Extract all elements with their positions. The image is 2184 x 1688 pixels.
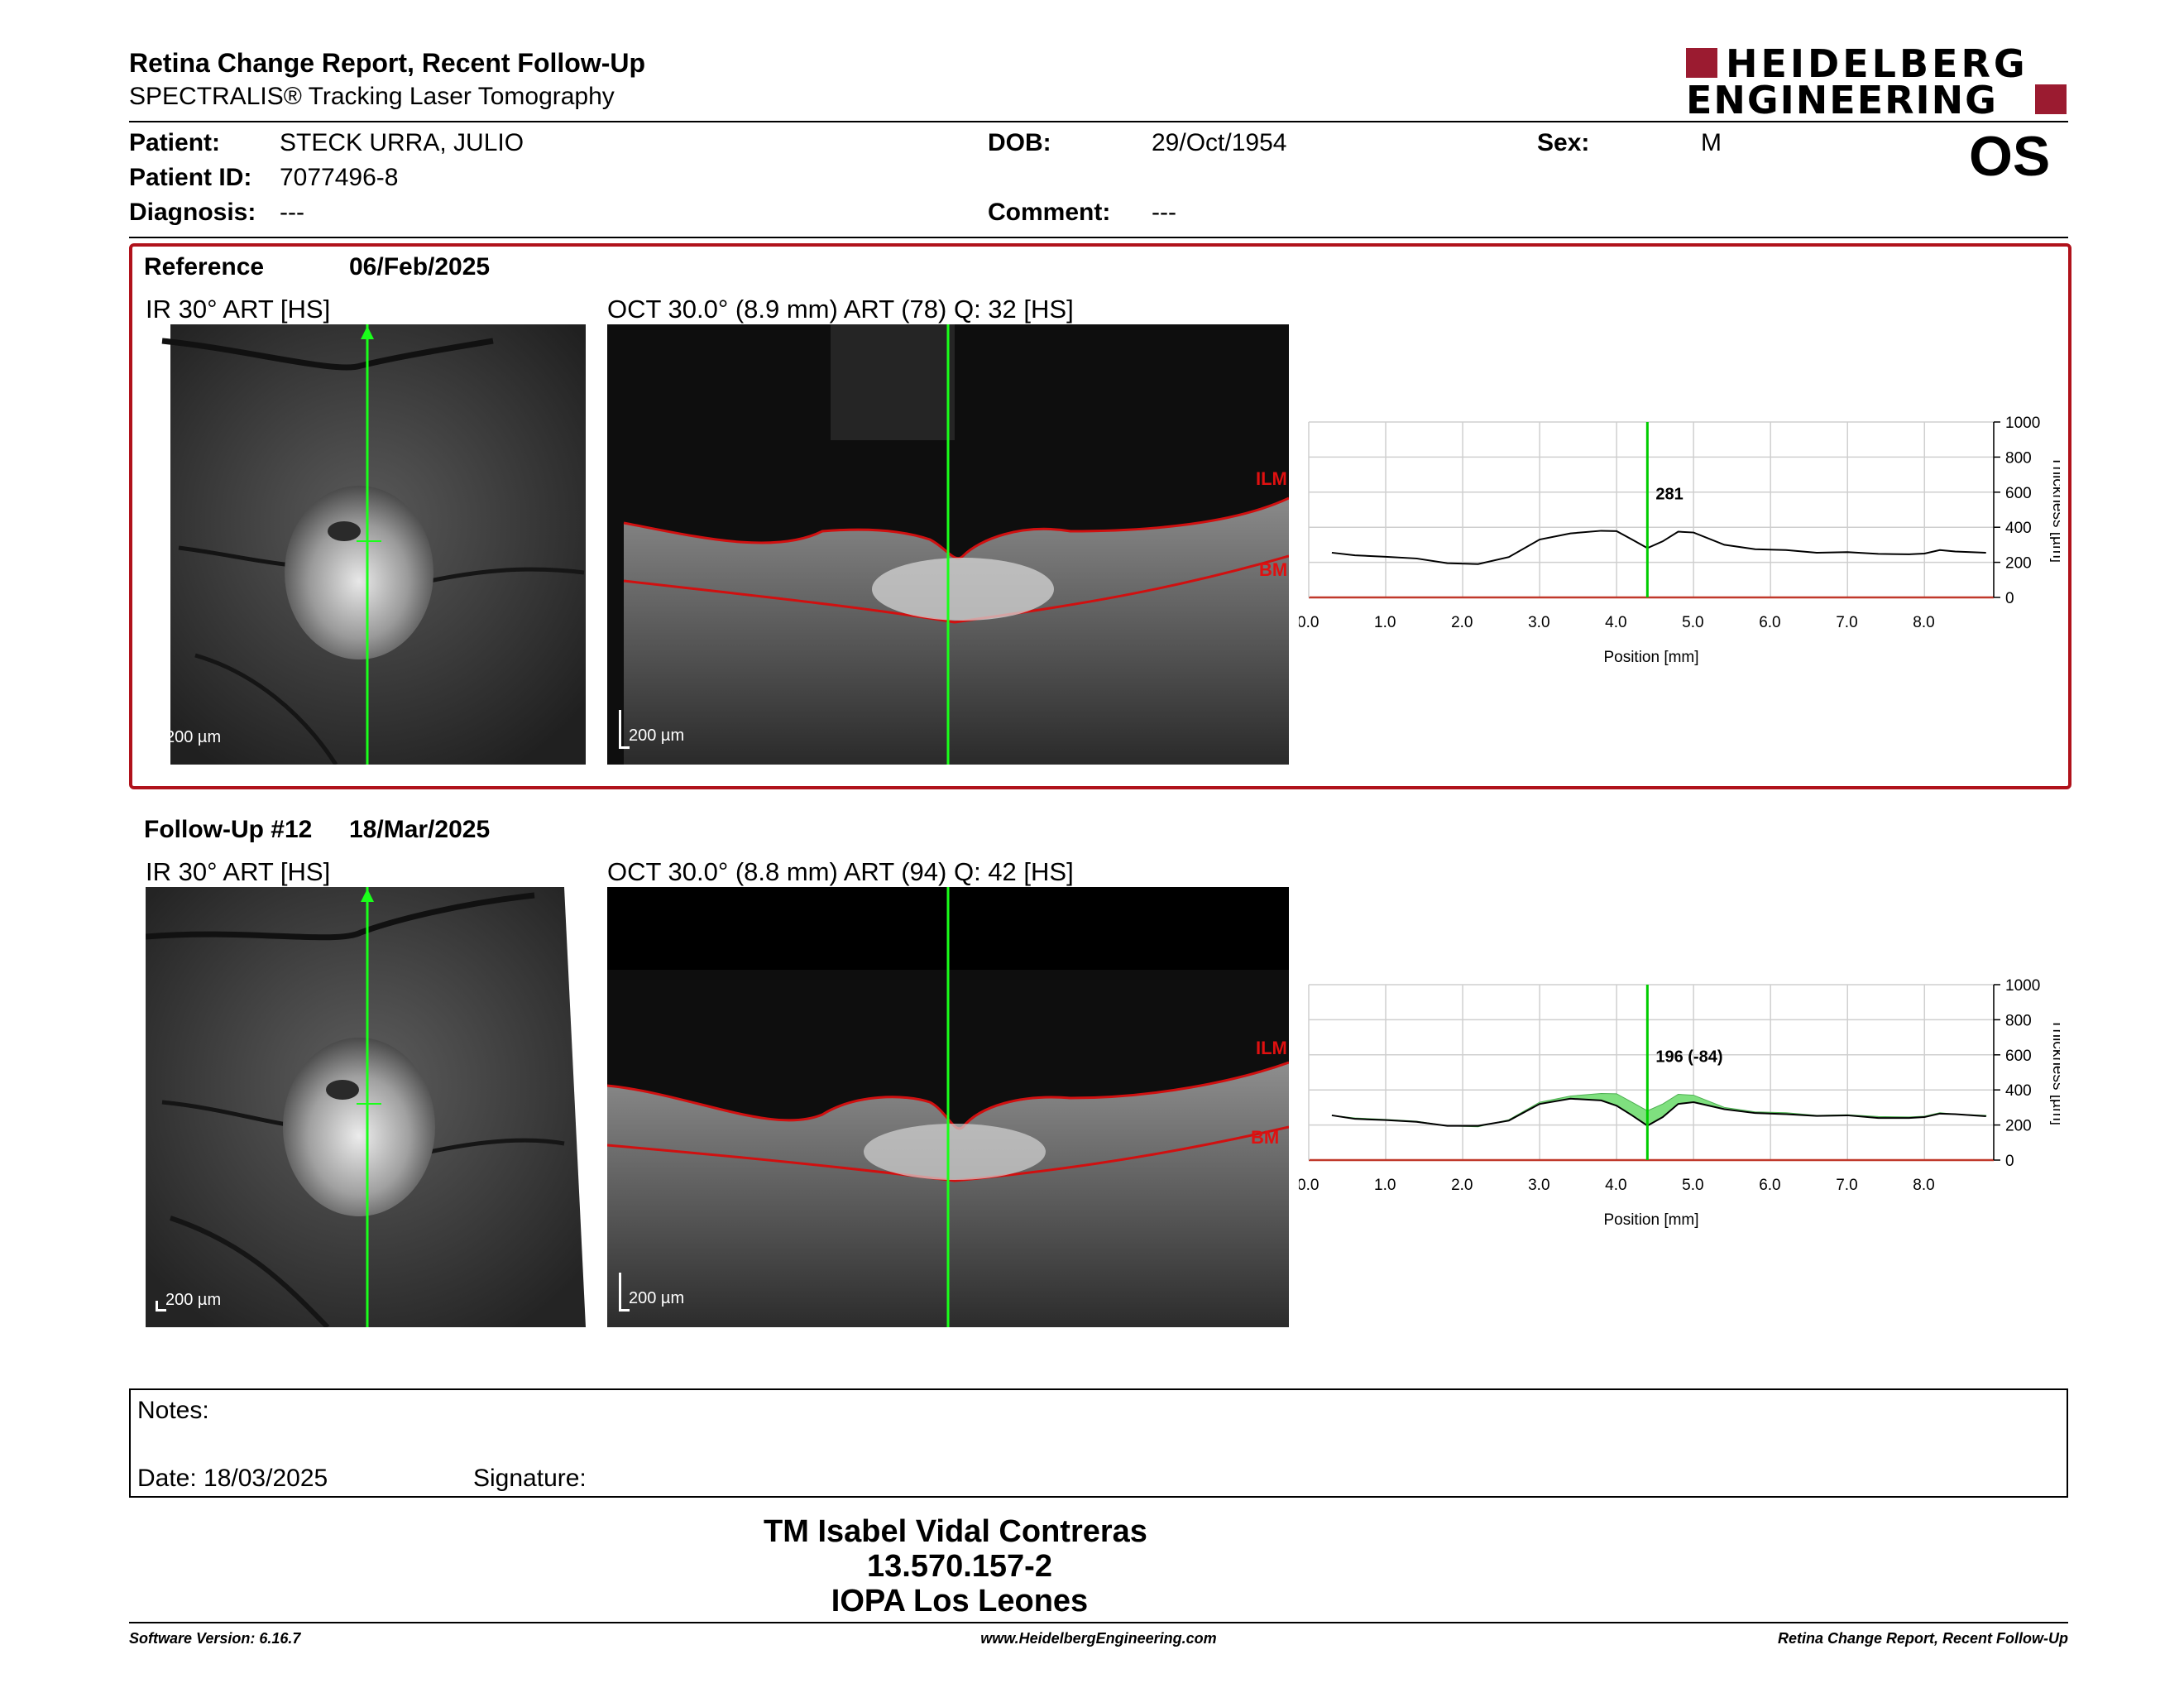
x-tick-label: 5.0 — [1682, 1177, 1703, 1194]
x-tick-label: 4.0 — [1605, 614, 1626, 631]
y-tick-label: 0 — [2005, 1153, 2014, 1170]
x-tick-label: 6.0 — [1759, 614, 1780, 631]
diagnosis-value: --- — [280, 199, 304, 226]
report-title: Retina Change Report, Recent Follow-Up — [129, 48, 646, 78]
cursor-value-label: 196 (-84) — [1655, 1048, 1722, 1066]
followup-ilm-label: ILM — [1256, 1038, 1287, 1058]
signer-institution: IOPA Los Leones — [831, 1584, 1089, 1618]
signer-name: TM Isabel Vidal Contreras — [764, 1514, 1147, 1549]
x-tick-label: 7.0 — [1836, 1177, 1857, 1194]
y-tick-label: 800 — [2005, 449, 2032, 467]
reference-bm-label: BM — [1259, 559, 1288, 580]
reference-panel — [129, 243, 2071, 789]
reference-thickness-chart: 0 200 400 600 800 1000 0.0 1.0 2.0 3.0 4.0 5.0 6.0 7.… — [1299, 415, 2060, 666]
comment-value: --- — [1152, 199, 1176, 226]
fundus-illustration — [146, 324, 586, 765]
followup-date: 18/Mar/2025 — [349, 816, 491, 843]
logo-text-line1: HEIDELBERG — [1726, 41, 2028, 86]
comment-label: Comment: — [988, 199, 1111, 226]
followup-oct-caption: OCT 30.0° (8.8 mm) ART (94) Q: 42 [HS] — [607, 857, 1074, 886]
x-tick-label: 5.0 — [1682, 614, 1703, 631]
reference-label: Reference — [144, 253, 265, 281]
notes-label: Notes: — [137, 1397, 209, 1424]
reference-oct-image[interactable]: ILM BM 200 µm — [607, 324, 1289, 765]
x-tick-label: 1.0 — [1374, 1177, 1396, 1194]
x-tick-label: 0.0 — [1299, 614, 1319, 631]
y-tick-label: 400 — [2005, 1082, 2032, 1100]
followup-label: Follow-Up #12 — [144, 816, 313, 843]
reference-ir-scale: 200 µm — [165, 728, 222, 746]
followup-ir-image[interactable]: 200 µm — [146, 887, 586, 1327]
cursor-value-label: 281 — [1655, 485, 1683, 503]
reference-ir-image[interactable]: 200 µm — [146, 324, 586, 765]
x-tick-label: 7.0 — [1836, 614, 1857, 631]
dob-label: DOB: — [988, 129, 1051, 156]
sex-value: M — [1701, 129, 1722, 156]
y-tick-label: 1000 — [2005, 977, 2040, 995]
x-tick-label: 2.0 — [1451, 1177, 1473, 1194]
y-tick-label: 200 — [2005, 1118, 2032, 1135]
y-axis-label: Thickness [µm] — [2049, 457, 2060, 563]
x-tick-label: 6.0 — [1759, 1177, 1780, 1194]
x-tick-label: 2.0 — [1451, 614, 1473, 631]
patient-id-label: Patient ID: — [129, 164, 252, 191]
followup-ir-caption: IR 30° ART [HS] — [146, 857, 331, 886]
thickness-change-area — [1331, 1092, 1987, 1128]
fundus-illustration — [146, 887, 586, 1327]
followup-ir-scale: 200 µm — [165, 1291, 222, 1309]
notes-box[interactable]: Notes: Date: 18/03/2025 Signature: — [129, 1388, 2068, 1498]
dob-value: 29/Oct/1954 — [1152, 129, 1287, 156]
patient-label: Patient: — [129, 129, 221, 156]
signature-label: Signature: — [473, 1465, 587, 1492]
x-tick-label: 8.0 — [1913, 1177, 1934, 1194]
eye-indicator: OS — [1969, 125, 2051, 188]
x-axis-label: Position [mm] — [1603, 649, 1698, 666]
footer-website[interactable]: www.HeidelbergEngineering.com — [980, 1630, 1217, 1647]
x-tick-label: 3.0 — [1528, 1177, 1549, 1194]
thickness-line — [1331, 1097, 1986, 1127]
thickness-line — [1331, 530, 1986, 565]
patient-name: STECK URRA, JULIO — [280, 129, 524, 156]
x-tick-label: 4.0 — [1605, 1177, 1626, 1194]
software-version: Software Version: 6.16.7 — [129, 1630, 301, 1647]
y-tick-label: 1000 — [2005, 415, 2040, 432]
reference-oct-scale: 200 µm — [629, 727, 685, 745]
sex-label: Sex: — [1537, 129, 1590, 156]
reference-oct-caption: OCT 30.0° (8.9 mm) ART (78) Q: 32 [HS] — [607, 295, 1074, 324]
y-tick-label: 600 — [2005, 485, 2032, 502]
y-tick-label: 200 — [2005, 555, 2032, 573]
signer-block: TM Isabel Vidal Contreras 13.570.157-2 I… — [0, 1514, 2184, 1618]
y-axis-label: Thickness [µm] — [2049, 1019, 2060, 1125]
patient-id: 7077496-8 — [280, 164, 399, 191]
reference-ir-caption: IR 30° ART [HS] — [146, 295, 331, 324]
logo-text-line2: ENGINEERING — [1686, 78, 1998, 122]
footer-report-name: Retina Change Report, Recent Follow-Up — [1777, 1630, 2068, 1647]
x-tick-label: 0.0 — [1299, 1177, 1319, 1194]
y-tick-label: 600 — [2005, 1048, 2032, 1065]
reference-date: 06/Feb/2025 — [349, 253, 491, 281]
y-tick-label: 800 — [2005, 1012, 2032, 1029]
y-tick-label: 0 — [2005, 590, 2014, 607]
followup-oct-image[interactable]: ILM BM 200 µm — [607, 887, 1289, 1327]
followup-bm-label: BM — [1251, 1127, 1280, 1148]
diagnosis-label: Diagnosis: — [129, 199, 256, 226]
oct-bscan-illustration — [607, 887, 1289, 1327]
signer-id: 13.570.157-2 — [867, 1549, 1052, 1584]
x-tick-label: 8.0 — [1913, 614, 1934, 631]
notes-date: Date: 18/03/2025 — [137, 1465, 328, 1492]
x-axis-label: Position [mm] — [1603, 1211, 1698, 1229]
x-tick-label: 3.0 — [1528, 614, 1549, 631]
x-tick-label: 1.0 — [1374, 614, 1396, 631]
oct-bscan-illustration — [623, 324, 1289, 765]
followup-thickness-chart: 0 200 400 600 800 1000 0.0 1.0 2.0 3.0 4.0 5.0 6.0 7.… — [1299, 977, 2060, 1229]
heidelberg-logo: HEIDELBERG ENGINEERING — [1686, 41, 2067, 122]
report-subtitle: SPECTRALIS® Tracking Laser Tomography — [129, 83, 615, 110]
y-tick-label: 400 — [2005, 520, 2032, 537]
reference-ilm-label: ILM — [1256, 468, 1287, 489]
followup-oct-scale: 200 µm — [629, 1289, 685, 1307]
